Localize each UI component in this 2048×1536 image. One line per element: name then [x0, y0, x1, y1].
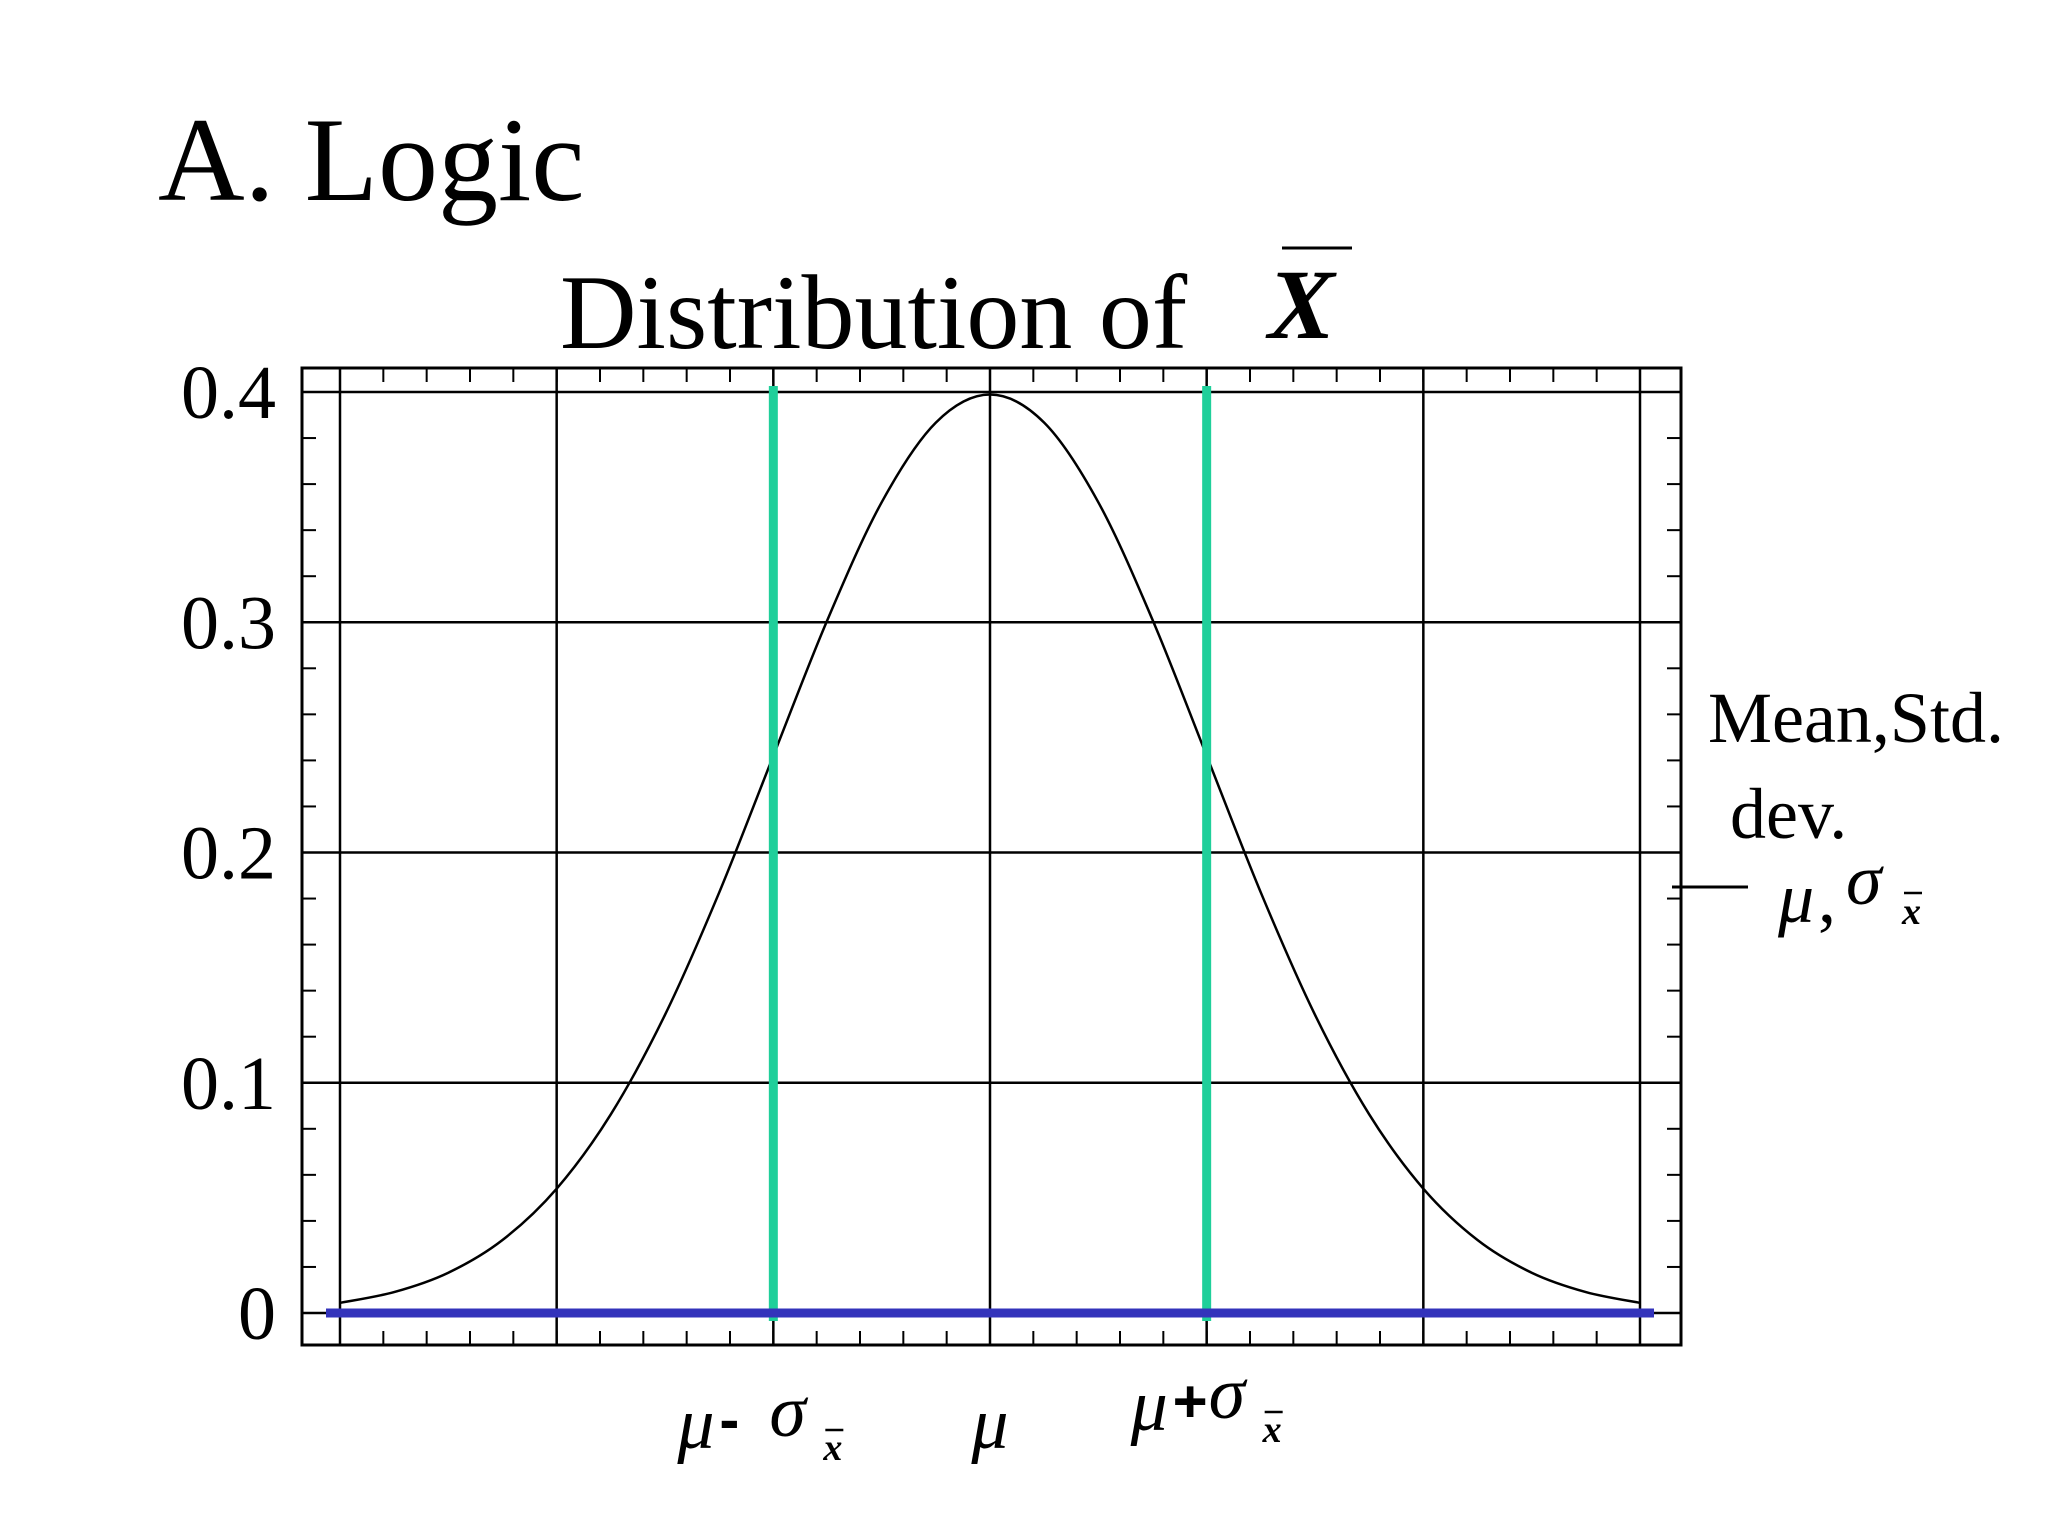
- x-tick-label-sigma: σ: [769, 1371, 808, 1453]
- mean-std-annotation: Mean,Std. dev. μ , σ x: [1672, 678, 2004, 938]
- density-curve-layer: [339, 393, 1641, 1305]
- grid-lines: [302, 368, 1681, 1345]
- annotation-line1: Mean,Std.: [1708, 678, 2004, 758]
- annotation-line2: dev.: [1730, 774, 1847, 854]
- y-tick-label: 0: [238, 1272, 276, 1356]
- annotation-sub: x: [1901, 891, 1921, 933]
- x-tick-label-mu: μ: [1130, 1365, 1168, 1447]
- y-tick-label: 0.3: [181, 581, 276, 665]
- x-tick-label-operator: -: [719, 1386, 739, 1453]
- plot-frame: [300, 366, 1683, 1347]
- annotation-sigma: σ: [1846, 840, 1884, 920]
- annotation-mu: μ: [1777, 858, 1814, 938]
- x-tick-label: μ + σ x: [1130, 1353, 1283, 1451]
- minor-ticks: [302, 368, 1681, 1345]
- y-axis-tick-labels: 0 0.1 0.2 0.3 0.4: [181, 351, 276, 1356]
- x-tick-label-sub: x: [1262, 1409, 1282, 1451]
- density-curve: [339, 393, 1641, 1305]
- reference-lines: [326, 386, 1654, 1321]
- chart-title: Distribution of: [560, 254, 1188, 371]
- page-heading: A. Logic: [158, 93, 585, 226]
- x-tick-label: μ: [970, 1383, 1008, 1465]
- x-tick-label-mu: μ: [676, 1383, 714, 1465]
- y-tick-label: 0.4: [181, 351, 276, 435]
- y-tick-label: 0.1: [181, 1042, 276, 1126]
- x-axis-tick-labels: μ - σ x μ μ + σ x: [676, 1353, 1283, 1469]
- x-tick-label-sigma: σ: [1209, 1353, 1248, 1435]
- x-tick-label-sub: x: [822, 1427, 842, 1469]
- y-tick-label: 0.2: [181, 812, 276, 896]
- x-tick-label-operator: +: [1173, 1368, 1208, 1435]
- annotation-comma: ,: [1818, 858, 1836, 938]
- chart-title-symbol: X: [1265, 249, 1337, 360]
- x-tick-label-mu: μ: [970, 1383, 1008, 1465]
